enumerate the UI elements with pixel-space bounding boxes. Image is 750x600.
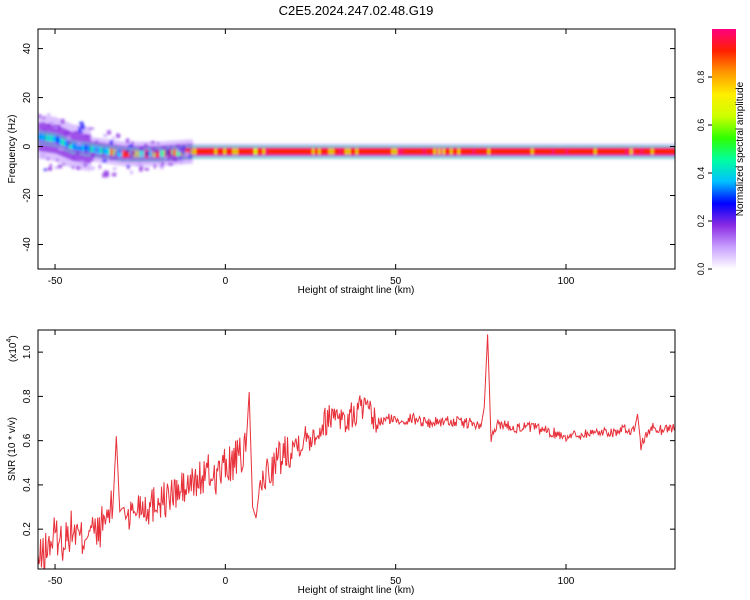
spectrogram-frame bbox=[37, 28, 676, 270]
snr-x-tick-label: 0 bbox=[223, 576, 229, 587]
snr-y-scale-label: (x104) bbox=[6, 335, 19, 362]
snr-frame bbox=[37, 329, 676, 570]
spectrogram-y-tick-label: -40 bbox=[22, 237, 33, 252]
colorbar-tick-label: 0.8 bbox=[696, 71, 706, 84]
spectrogram-y-tick-label: -20 bbox=[22, 188, 33, 203]
spectrogram-x-ticks: -50 0 50 100 bbox=[48, 29, 575, 287]
snr-y-tick-label: 0.8 bbox=[22, 389, 33, 403]
colorbar-tick-label: 0.2 bbox=[696, 215, 706, 228]
spectrogram-heatmap bbox=[38, 113, 675, 178]
colorbar: 0.0 0.2 0.4 0.6 0.8 Normalized spectral ampl… bbox=[696, 29, 746, 275]
spectrogram-x-label: Height of straight line (km) bbox=[298, 285, 415, 296]
snr-y-tick-label: 1.0 bbox=[22, 345, 33, 359]
figure-title: C2E5.2024.247.02.48.G19 bbox=[279, 3, 434, 18]
spectrogram-x-tick-label: 100 bbox=[558, 276, 575, 287]
snr-y-scale-exponent: 4 bbox=[6, 339, 13, 343]
colorbar-label: Normalized spectral amplitude bbox=[735, 81, 746, 216]
snr-y-scale: (x104) bbox=[6, 335, 19, 362]
spectrogram-x-tick-label: 0 bbox=[223, 276, 229, 287]
colorbar-tick-label: 0.6 bbox=[696, 119, 706, 132]
snr-series-line bbox=[38, 334, 675, 569]
colorbar-strip bbox=[712, 29, 736, 269]
snr-y-tick-label: 0.2 bbox=[22, 522, 33, 536]
colorbar-tick-label: 0.0 bbox=[696, 263, 706, 276]
snr-x-tick-label: 100 bbox=[558, 576, 575, 587]
spectrogram-x-tick-label: 50 bbox=[390, 276, 402, 287]
spectrogram-y-tick-label: 40 bbox=[22, 43, 33, 55]
spectrogram-x-tick-label: -50 bbox=[48, 276, 63, 287]
snr-panel: -50 0 50 100 0.2 0.4 0.6 0.8 1.0 Height of stra… bbox=[6, 329, 676, 596]
snr-y-tick-label: 0.6 bbox=[22, 433, 33, 447]
spectrogram-y-label: Frequency (Hz) bbox=[7, 115, 18, 184]
snr-x-label: Height of straight line (km) bbox=[298, 585, 415, 596]
spectrogram-panel: -50 0 50 100 40 20 0 -20 -40 Height of straight… bbox=[7, 28, 676, 296]
snr-y-tick-label: 0.4 bbox=[22, 478, 33, 492]
colorbar-tick-label: 0.4 bbox=[696, 167, 706, 180]
spectrogram-y-ticks: 40 20 0 -20 -40 bbox=[22, 43, 675, 252]
colorbar-ticks: 0.0 0.2 0.4 0.6 0.8 bbox=[696, 71, 712, 276]
spectrogram-energy bbox=[38, 113, 675, 178]
snr-y-label: SNR (10 * v/v) bbox=[7, 417, 18, 481]
spectrogram-y-tick-label: 20 bbox=[22, 92, 33, 104]
snr-y-ticks: 0.2 0.4 0.6 0.8 1.0 bbox=[22, 345, 675, 536]
spectrogram-y-tick-label: 0 bbox=[22, 143, 33, 149]
snr-x-ticks: -50 0 50 100 bbox=[48, 330, 575, 587]
snr-x-tick-label: -50 bbox=[48, 576, 63, 587]
snr-x-tick-label: 50 bbox=[390, 576, 402, 587]
snr-plot-area bbox=[38, 330, 675, 569]
